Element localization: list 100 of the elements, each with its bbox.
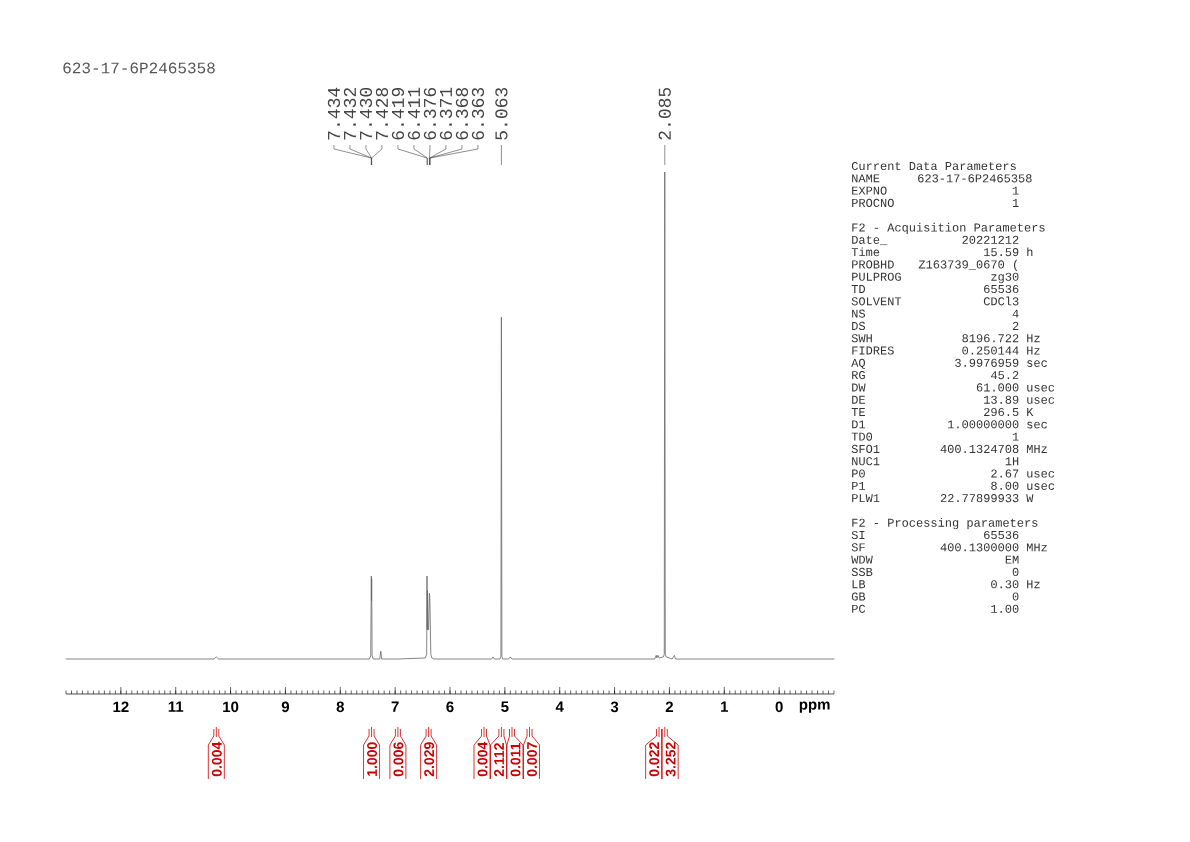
text: 15.59 — [984, 248, 1019, 257]
text: W — [1026, 494, 1034, 503]
x-tick-label: 1 — [721, 701, 729, 712]
text: DW — [852, 383, 866, 392]
text: SF — [851, 543, 865, 552]
annotation: 0.007 — [527, 742, 537, 777]
annotation: 0.004 — [211, 741, 222, 777]
text: 8.00 — [991, 481, 1019, 490]
annotation: 2.029 — [424, 742, 435, 777]
x-tick-label: 0 — [775, 701, 783, 713]
text: NAME — [852, 174, 880, 183]
text: Date_ — [852, 235, 888, 246]
text: RG — [852, 371, 865, 380]
text: 1.00 — [991, 604, 1019, 613]
text: 1 — [1012, 198, 1019, 207]
text: FIDRES — [852, 346, 894, 355]
text: CDCl3 — [983, 296, 1019, 306]
text: PLW1 — [852, 494, 880, 503]
text: zg30 — [991, 272, 1019, 284]
text: 3.9976959 — [955, 358, 1019, 367]
text: 22.77899933 — [940, 494, 1019, 503]
text: 1.00000000 — [948, 420, 1019, 429]
text: TE — [851, 408, 865, 416]
annotation: 6.376 — [423, 87, 437, 140]
annotation: 7.434 — [327, 87, 341, 140]
annotation: 2.112 — [494, 743, 504, 777]
text: MHz — [1026, 543, 1047, 552]
text: SSB — [851, 567, 873, 576]
annotation: 6.411 — [407, 87, 421, 140]
text: 1H — [1005, 457, 1019, 466]
annotation: 5.063 — [495, 87, 508, 140]
x-tick-label: 10 — [223, 701, 239, 713]
x-axis-title: ppm — [799, 701, 830, 713]
text: 13.89 — [984, 395, 1019, 404]
text: 2 — [1012, 321, 1019, 330]
text: Hz — [1027, 334, 1040, 343]
x-tick-label: 12 — [113, 701, 129, 712]
text: PROCNO — [852, 198, 894, 207]
annotation: 7.428 — [375, 87, 389, 140]
text: 1 — [1012, 186, 1019, 195]
text: D1 — [852, 420, 866, 429]
annotation: 3.252 — [665, 742, 676, 777]
text: usec — [1027, 384, 1055, 392]
text: EXPNO — [852, 186, 887, 195]
x-tick-label: 9 — [281, 701, 290, 713]
x-tick-label: 4 — [555, 701, 564, 712]
text: Z163739_0670 ( — [918, 259, 1018, 271]
text: usec — [1027, 471, 1055, 478]
text: 0.250144 — [962, 346, 1019, 355]
x-tick-label: 8 — [336, 701, 344, 713]
text: SI — [851, 530, 865, 540]
text: 4 — [1012, 309, 1019, 318]
text: SWH — [851, 334, 872, 343]
text: Current Data Parameters — [851, 161, 1016, 171]
text: PROBHD — [852, 260, 894, 269]
text: GB — [851, 592, 866, 601]
text: 45.2 — [991, 371, 1019, 380]
text: sec — [1027, 421, 1047, 429]
text: sec — [1027, 360, 1047, 367]
x-tick-label: 7 — [391, 701, 399, 712]
annotation: 6.368 — [455, 87, 469, 140]
text: 2.67 — [991, 469, 1019, 478]
text: Time — [851, 247, 880, 257]
text: PULPROG — [852, 272, 901, 281]
annotation: 6.419 — [391, 88, 405, 140]
text: TD0 — [851, 432, 873, 441]
annotation: 7.430 — [359, 87, 373, 140]
text: MHz — [1026, 444, 1047, 453]
text: 0 — [1012, 567, 1019, 576]
text: Hz — [1027, 346, 1040, 355]
text: 8196.722 — [962, 334, 1019, 343]
annotation: 6.363 — [471, 87, 485, 140]
text: WDW — [851, 555, 873, 564]
x-tick-label: 2 — [665, 701, 673, 712]
annotation: 1.000 — [367, 742, 378, 776]
text: AQ — [851, 358, 866, 370]
text: 296.5 — [984, 407, 1019, 417]
text: TD — [851, 285, 865, 293]
x-tick-label: 3 — [610, 701, 619, 713]
text: h — [1027, 247, 1033, 257]
text: Hz — [1027, 580, 1040, 589]
x-tick-label: 5 — [501, 701, 509, 712]
text: LB — [852, 580, 866, 589]
text: SFO1 — [851, 444, 880, 453]
annotation: 0.006 — [393, 742, 404, 777]
text: EM — [1005, 555, 1019, 564]
text: 20221212 — [962, 235, 1019, 244]
text: NS — [852, 309, 866, 318]
text: 623-17-6P2465358 — [918, 174, 1032, 183]
text: 0 — [1012, 592, 1019, 601]
x-tick-label: 6 — [446, 701, 454, 713]
text: 65536 — [984, 530, 1019, 540]
text: PC — [852, 604, 866, 613]
annotation: 6.371 — [439, 87, 453, 140]
text: usec — [1027, 483, 1055, 490]
annotation: 0.011 — [510, 742, 521, 777]
text: 0.30 — [991, 580, 1019, 589]
chart-title: 623-17-6P2465358 — [63, 62, 215, 74]
annotation: 2.085 — [658, 87, 671, 140]
text: P0 — [852, 469, 865, 478]
